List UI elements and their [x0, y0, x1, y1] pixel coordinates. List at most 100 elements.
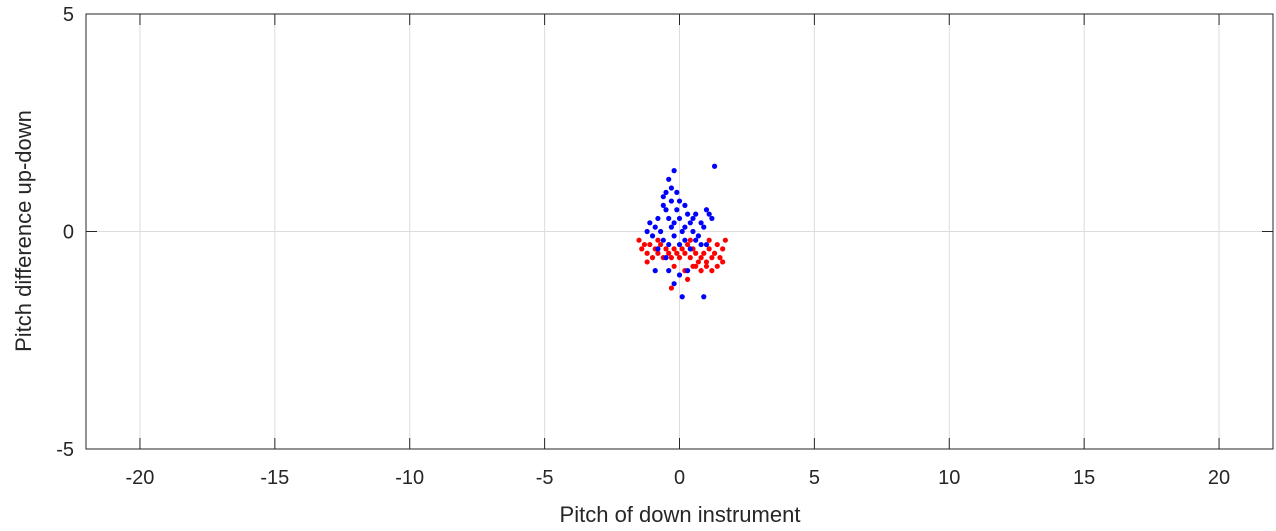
x-tick-label: 20 [1208, 467, 1230, 489]
data-point [658, 228, 664, 235]
x-tick-label: 0 [674, 467, 685, 489]
data-point [682, 224, 688, 230]
data-point [690, 215, 696, 222]
data-point [668, 198, 675, 204]
data-point [649, 255, 656, 261]
data-point [671, 233, 677, 239]
data-point [658, 241, 664, 248]
data-point [655, 250, 661, 256]
data-point [668, 224, 675, 230]
data-point [666, 268, 672, 274]
data-point [679, 246, 685, 252]
data-point [687, 237, 693, 243]
data-point [674, 189, 680, 195]
x-tick-label: -10 [395, 467, 424, 489]
data-point [711, 163, 718, 169]
data-point [709, 215, 715, 222]
data-point [666, 241, 672, 248]
data-point [639, 246, 645, 252]
y-tick-label: 5 [63, 4, 74, 26]
data-point [636, 237, 642, 243]
y-tick-labels: -5 0 5 [56, 4, 74, 461]
data-point [698, 268, 704, 274]
data-point [641, 241, 648, 248]
data-point [655, 215, 661, 222]
data-point [676, 272, 683, 278]
data-point [706, 211, 712, 217]
data-point [684, 268, 691, 274]
data-point [671, 246, 677, 252]
data-point [687, 255, 693, 261]
data-point [647, 241, 653, 248]
data-point [706, 246, 712, 252]
data-point [652, 268, 658, 274]
data-point [676, 255, 683, 261]
data-point [693, 263, 699, 269]
data-point [703, 259, 710, 265]
data-point [701, 250, 707, 256]
data-point [709, 255, 715, 261]
data-point [720, 259, 726, 265]
data-point [649, 233, 656, 239]
data-point [679, 228, 685, 235]
data-point [687, 246, 693, 252]
data-point [644, 259, 650, 265]
data-point [655, 237, 661, 243]
data-point [674, 250, 680, 256]
data-point [668, 185, 675, 191]
data-point [644, 250, 650, 256]
data-point [695, 233, 701, 239]
x-tick-label: 10 [938, 467, 960, 489]
data-point [663, 189, 669, 195]
data-point [693, 250, 699, 256]
data-point [676, 215, 683, 222]
data-point [711, 250, 718, 256]
data-point [671, 281, 677, 287]
data-point [682, 237, 688, 243]
data-point [676, 241, 683, 248]
data-point [666, 250, 672, 256]
data-point [663, 255, 669, 261]
data-point [698, 220, 704, 226]
y-axis-label: Pitch difference up-down [11, 110, 36, 352]
data-point [701, 294, 707, 300]
y-tick-label: -5 [56, 439, 74, 461]
data-point [660, 237, 666, 243]
data-point [671, 168, 677, 174]
data-point [687, 220, 693, 226]
data-point [714, 263, 720, 269]
data-point [701, 224, 707, 230]
x-axis-label: Pitch of down instrument [560, 502, 801, 527]
data-point [684, 241, 691, 248]
data-point [644, 228, 650, 235]
grid-lines [86, 14, 1273, 449]
data-point [676, 198, 683, 204]
y-tick-label: 0 [63, 222, 74, 244]
axis-ticks [86, 13, 1273, 450]
data-point [668, 255, 675, 261]
data-point [682, 202, 688, 208]
data-point [698, 241, 704, 248]
data-point [647, 220, 653, 226]
data-point [679, 294, 685, 300]
data-point [698, 255, 704, 261]
data-point [722, 237, 728, 243]
data-point [684, 211, 691, 217]
data-point [703, 241, 710, 248]
data-point [695, 259, 701, 265]
data-point [682, 250, 688, 256]
x-tick-label: -5 [536, 467, 554, 489]
data-point [655, 246, 661, 252]
data-point [666, 176, 672, 182]
data-point [660, 194, 666, 200]
data-point [706, 237, 712, 243]
data-point [668, 285, 675, 291]
x-tick-label: 5 [809, 467, 820, 489]
data-point [671, 263, 677, 269]
data-point [693, 211, 699, 217]
data-point [663, 207, 669, 213]
x-tick-label: -20 [126, 467, 155, 489]
data-point [652, 224, 658, 230]
